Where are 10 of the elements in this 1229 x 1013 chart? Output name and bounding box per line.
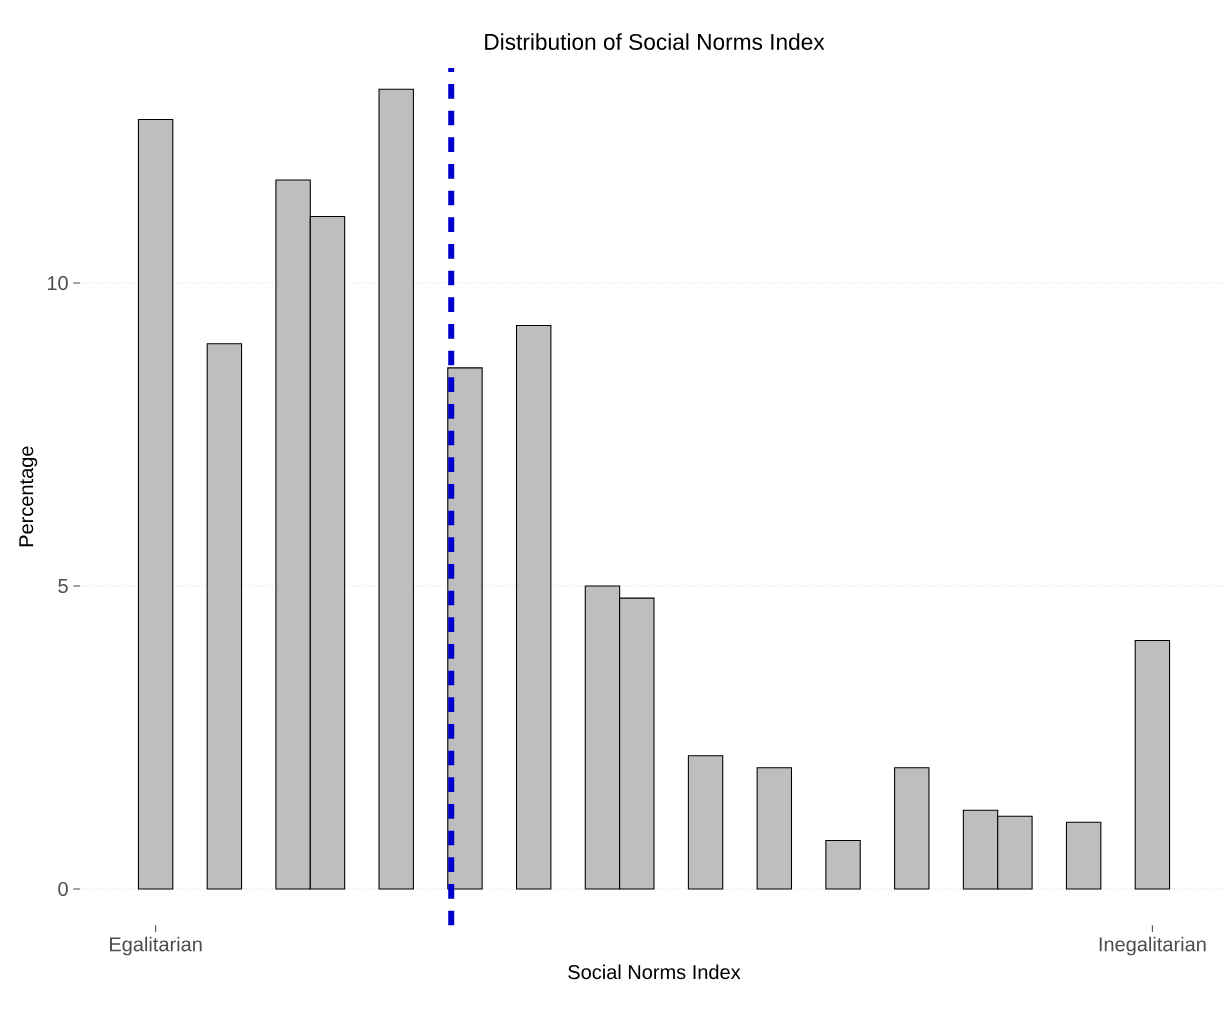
x-tick-label: Inegalitarian: [1099, 936, 1206, 956]
x-axis-title: Social Norms Index: [568, 964, 741, 980]
y-axis-title: Percentage: [19, 446, 38, 547]
y-tick-label: 0: [58, 881, 68, 897]
y-tick-label: 5: [58, 579, 68, 593]
bar: [825, 839, 861, 890]
chart-title: Distribution of Social Norms Index: [485, 33, 825, 50]
y-tick-label: 10: [47, 275, 68, 291]
x-tick-label: Egalitarian: [110, 936, 202, 956]
bar: [206, 343, 243, 890]
